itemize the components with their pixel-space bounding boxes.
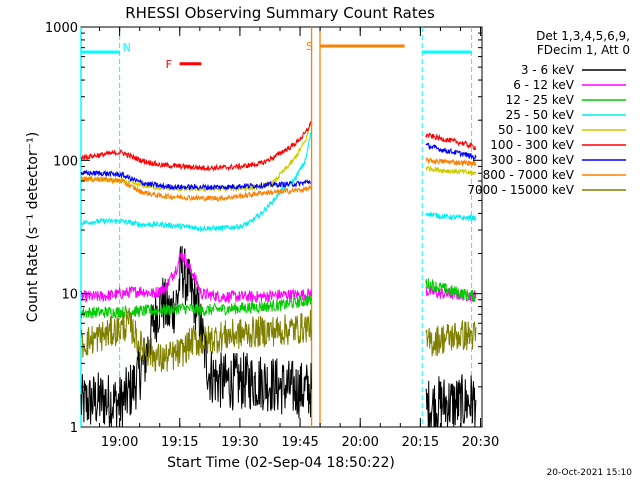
series-line (425, 132, 477, 151)
series-line (80, 294, 312, 319)
series-line (80, 252, 312, 304)
legend-label: 50 - 100 keV (498, 123, 575, 137)
x-axis-title: Start Time (02-Sep-04 18:50:22) (167, 455, 395, 471)
chart-title: RHESSI Observing Summary Count Rates (125, 4, 435, 22)
series-line (80, 307, 312, 373)
x-tick-label: 19:45 (281, 435, 318, 450)
legend-label: 100 - 300 keV (490, 138, 574, 152)
flare-label: F (166, 58, 172, 71)
legend-label: 300 - 800 keV (490, 153, 574, 167)
night-markers: N (80, 27, 473, 427)
saa-markers: S (306, 27, 405, 427)
y-tick-label: 100 (53, 154, 78, 169)
series-line (425, 165, 477, 176)
y-axis-title: Count Rate (s⁻¹ detector⁻¹) (25, 132, 41, 322)
night-label: N (123, 41, 131, 54)
y-axis: 1 10 100 1000 (45, 21, 482, 436)
series-line (80, 123, 311, 193)
series-line (425, 320, 477, 357)
data-series (80, 121, 477, 428)
x-tick-label: 20:30 (462, 435, 499, 450)
series-line (425, 374, 477, 428)
series-line (425, 212, 477, 222)
footer-date: 20-Oct-2021 15:10 (547, 468, 633, 478)
legend-label: 25 - 50 keV (506, 108, 575, 122)
series-line (425, 156, 477, 168)
x-axis: 19:00 19:15 19:30 19:45 20:00 20:15 20:30 (99, 27, 499, 450)
legend-header-line-2: FDecim 1, Att 0 (537, 43, 630, 57)
series-line (80, 132, 311, 233)
saa-label: S (306, 40, 313, 53)
legend-header-line-1: Det 1,3,4,5,6,9, (536, 29, 630, 43)
series-line (80, 175, 311, 203)
legend-label: 12 - 25 keV (506, 93, 575, 107)
x-tick-label: 19:30 (221, 435, 258, 450)
flare-marker: F (166, 58, 202, 71)
series-line (425, 142, 477, 162)
y-tick-label: 1000 (45, 21, 78, 36)
series-line (80, 169, 311, 191)
x-tick-label: 19:15 (161, 435, 198, 450)
legend-label: 3 - 6 keV (521, 63, 575, 77)
x-tick-label: 19:00 (101, 435, 138, 450)
y-tick-label: 10 (61, 288, 78, 303)
x-tick-label: 20:00 (341, 435, 378, 450)
legend: Det 1,3,4,5,6,9, FDecim 1, Att 0 3 - 6 k… (467, 29, 630, 197)
legend-label: 6 - 12 keV (513, 78, 575, 92)
series-line (80, 121, 311, 173)
legend-label: 800 - 7000 keV (483, 168, 575, 182)
x-tick-label: 20:15 (402, 435, 439, 450)
legend-label: 7000 - 15000 keV (467, 183, 574, 197)
series-line (425, 278, 477, 302)
y-tick-label: 1 (70, 421, 78, 436)
